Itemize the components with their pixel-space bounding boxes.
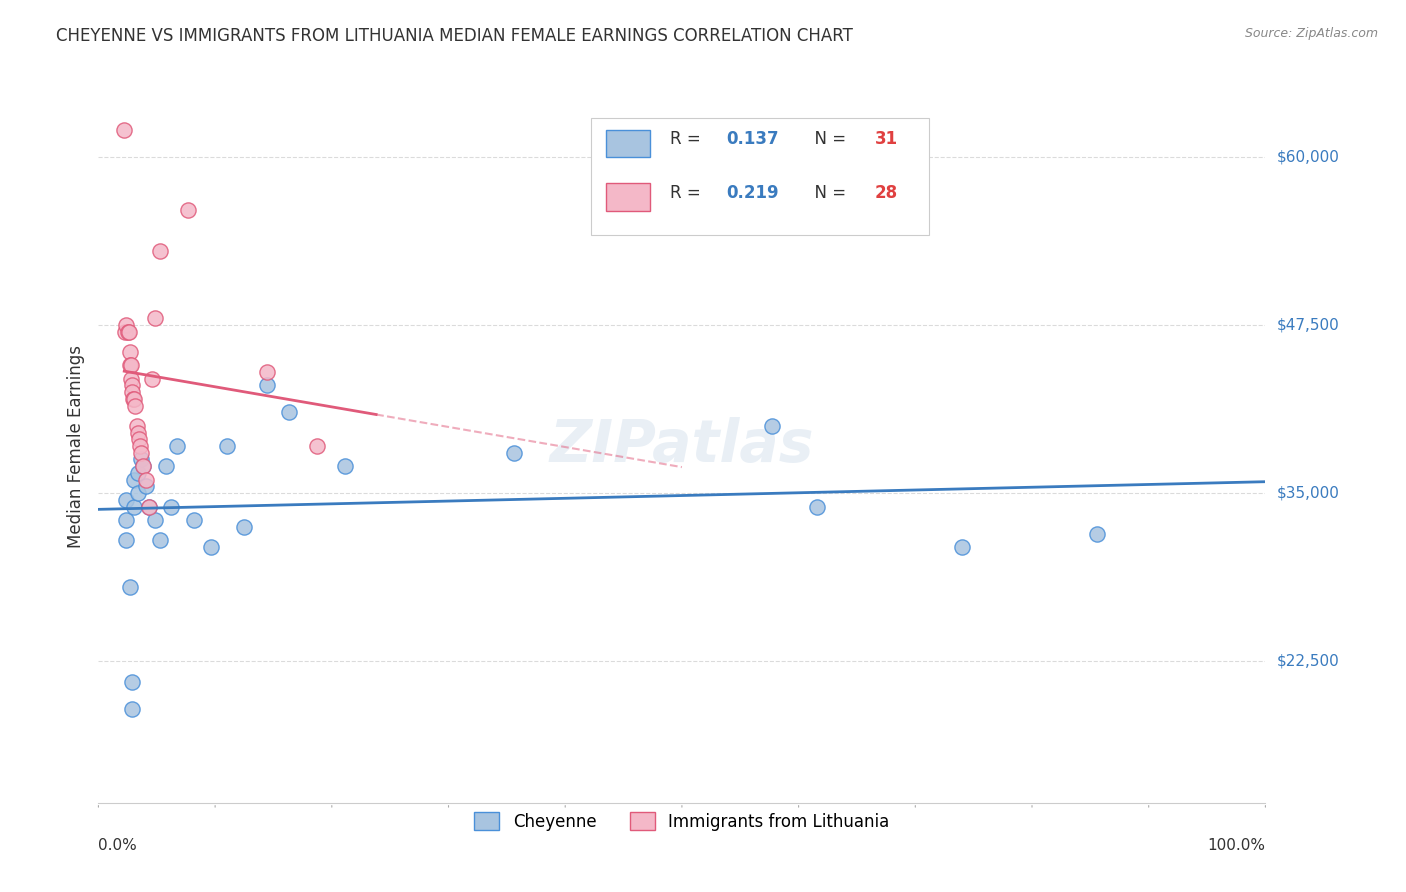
Point <box>160 500 183 514</box>
Text: CHEYENNE VS IMMIGRANTS FROM LITHUANIA MEDIAN FEMALE EARNINGS CORRELATION CHART: CHEYENNE VS IMMIGRANTS FROM LITHUANIA ME… <box>56 27 853 45</box>
Point <box>806 500 828 514</box>
Point <box>122 392 145 406</box>
Point <box>132 459 155 474</box>
Point <box>256 365 278 379</box>
Point <box>135 479 157 493</box>
Text: ZIPatlas: ZIPatlas <box>550 417 814 475</box>
Point <box>952 540 974 554</box>
Point <box>115 513 138 527</box>
Point <box>129 446 152 460</box>
Point <box>124 500 146 514</box>
Text: N =: N = <box>804 184 852 202</box>
Point <box>138 500 160 514</box>
Point <box>121 385 143 400</box>
Text: Source: ZipAtlas.com: Source: ZipAtlas.com <box>1244 27 1378 40</box>
Point <box>141 372 163 386</box>
Point <box>124 392 146 406</box>
Text: $60,000: $60,000 <box>1277 149 1340 164</box>
Text: $47,500: $47,500 <box>1277 318 1340 333</box>
Point <box>127 466 149 480</box>
Text: 28: 28 <box>875 184 897 202</box>
Text: 0.0%: 0.0% <box>98 838 138 853</box>
Text: 31: 31 <box>875 130 897 148</box>
Point <box>117 325 139 339</box>
Point <box>256 378 278 392</box>
Point <box>233 520 256 534</box>
Point <box>135 473 157 487</box>
Point <box>124 473 146 487</box>
Bar <box>606 184 651 211</box>
Text: $22,500: $22,500 <box>1277 654 1340 669</box>
Point <box>120 372 142 386</box>
Text: R =: R = <box>671 184 706 202</box>
Text: 0.137: 0.137 <box>727 130 779 148</box>
Point <box>149 244 172 258</box>
Point <box>132 459 155 474</box>
Y-axis label: Median Female Earnings: Median Female Earnings <box>66 344 84 548</box>
Point <box>129 439 152 453</box>
Point <box>183 513 205 527</box>
Point <box>138 500 160 514</box>
Point <box>155 459 177 474</box>
Legend: Cheyenne, Immigrants from Lithuania: Cheyenne, Immigrants from Lithuania <box>468 805 896 838</box>
Point <box>121 701 143 715</box>
Point <box>307 439 329 453</box>
Point <box>118 358 141 372</box>
Text: 100.0%: 100.0% <box>1208 838 1265 853</box>
Point <box>177 203 200 218</box>
Point <box>502 446 524 460</box>
Point <box>128 432 150 446</box>
Point <box>761 418 783 433</box>
Point <box>125 418 148 433</box>
Point <box>115 318 138 332</box>
Point <box>149 533 172 548</box>
Point <box>118 325 141 339</box>
Point <box>217 439 239 453</box>
Point <box>335 459 357 474</box>
Text: N =: N = <box>804 130 852 148</box>
Point <box>278 405 301 419</box>
Point <box>124 399 146 413</box>
Bar <box>606 130 651 157</box>
Point <box>114 325 136 339</box>
FancyBboxPatch shape <box>591 118 929 235</box>
Text: R =: R = <box>671 130 706 148</box>
Point <box>200 540 222 554</box>
Point <box>1085 526 1108 541</box>
Point <box>115 533 138 548</box>
Point <box>127 486 149 500</box>
Point <box>121 378 143 392</box>
Point <box>129 452 152 467</box>
Point <box>127 425 149 440</box>
Point <box>118 580 141 594</box>
Text: $35,000: $35,000 <box>1277 485 1340 500</box>
Point <box>121 674 143 689</box>
Point <box>112 122 135 136</box>
Point <box>143 513 166 527</box>
Text: 0.219: 0.219 <box>727 184 779 202</box>
Point <box>115 492 138 507</box>
Point <box>120 358 142 372</box>
Point <box>166 439 188 453</box>
Point <box>118 344 141 359</box>
Point <box>143 311 166 326</box>
